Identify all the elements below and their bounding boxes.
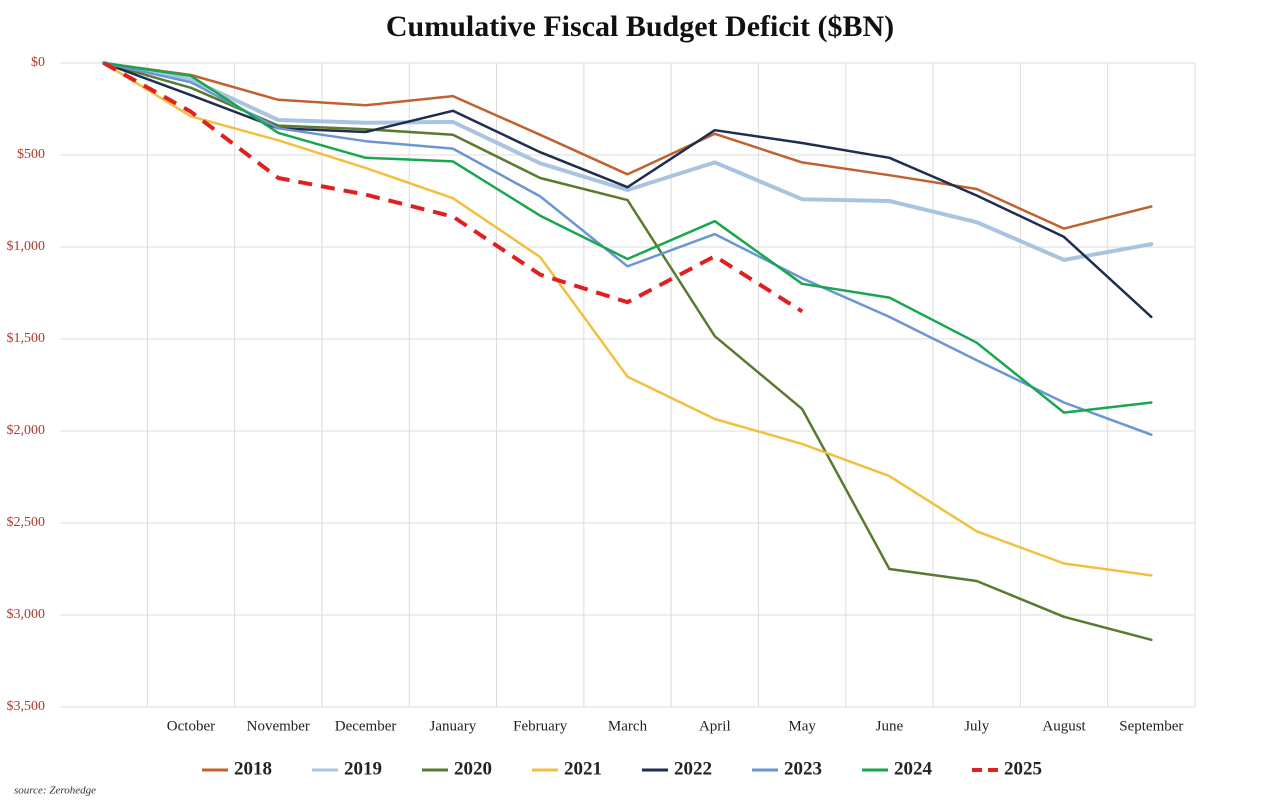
y-tick-label: $0 xyxy=(31,55,45,70)
y-tick-label: $2,000 xyxy=(7,423,46,438)
x-tick-label: December xyxy=(335,718,397,734)
x-tick-label: August xyxy=(1042,718,1086,734)
x-tick-label: September xyxy=(1119,718,1183,734)
legend-label: 2025 xyxy=(1004,758,1042,779)
legend-label: 2020 xyxy=(454,758,492,779)
legend-label: 2022 xyxy=(674,758,712,779)
x-tick-label: February xyxy=(513,718,568,734)
series-line xyxy=(102,61,1153,414)
source-note: source: Zerohedge xyxy=(14,785,96,797)
legend-label: 2023 xyxy=(784,758,822,779)
y-tick-label: $1,500 xyxy=(7,331,46,346)
chart-title: Cumulative Fiscal Budget Deficit ($BN) xyxy=(386,10,894,43)
x-tick-label: April xyxy=(699,718,731,734)
x-tick-label: November xyxy=(247,718,310,734)
y-tick-label: $1,000 xyxy=(7,239,46,254)
y-tick-label: $3,000 xyxy=(7,607,46,622)
x-tick-label: January xyxy=(430,718,477,734)
y-tick-label: $2,500 xyxy=(7,515,46,530)
y-tick-label: $3,500 xyxy=(7,699,46,714)
series-line xyxy=(102,61,1153,577)
legend-label: 2019 xyxy=(344,758,382,779)
x-tick-label: March xyxy=(608,718,648,734)
series-line xyxy=(101,61,1154,262)
legend-label: 2021 xyxy=(564,758,602,779)
series-line xyxy=(102,61,1153,436)
legend-label: 2024 xyxy=(894,758,933,779)
series-line xyxy=(102,61,1153,642)
x-tick-label: June xyxy=(876,718,904,734)
legend-label: 2018 xyxy=(234,758,272,779)
series-line xyxy=(102,61,1153,230)
x-tick-label: July xyxy=(964,718,990,734)
series-line xyxy=(102,61,804,314)
x-tick-label: October xyxy=(167,718,215,734)
y-tick-label: $500 xyxy=(17,147,45,162)
x-tick-label: May xyxy=(788,718,816,734)
